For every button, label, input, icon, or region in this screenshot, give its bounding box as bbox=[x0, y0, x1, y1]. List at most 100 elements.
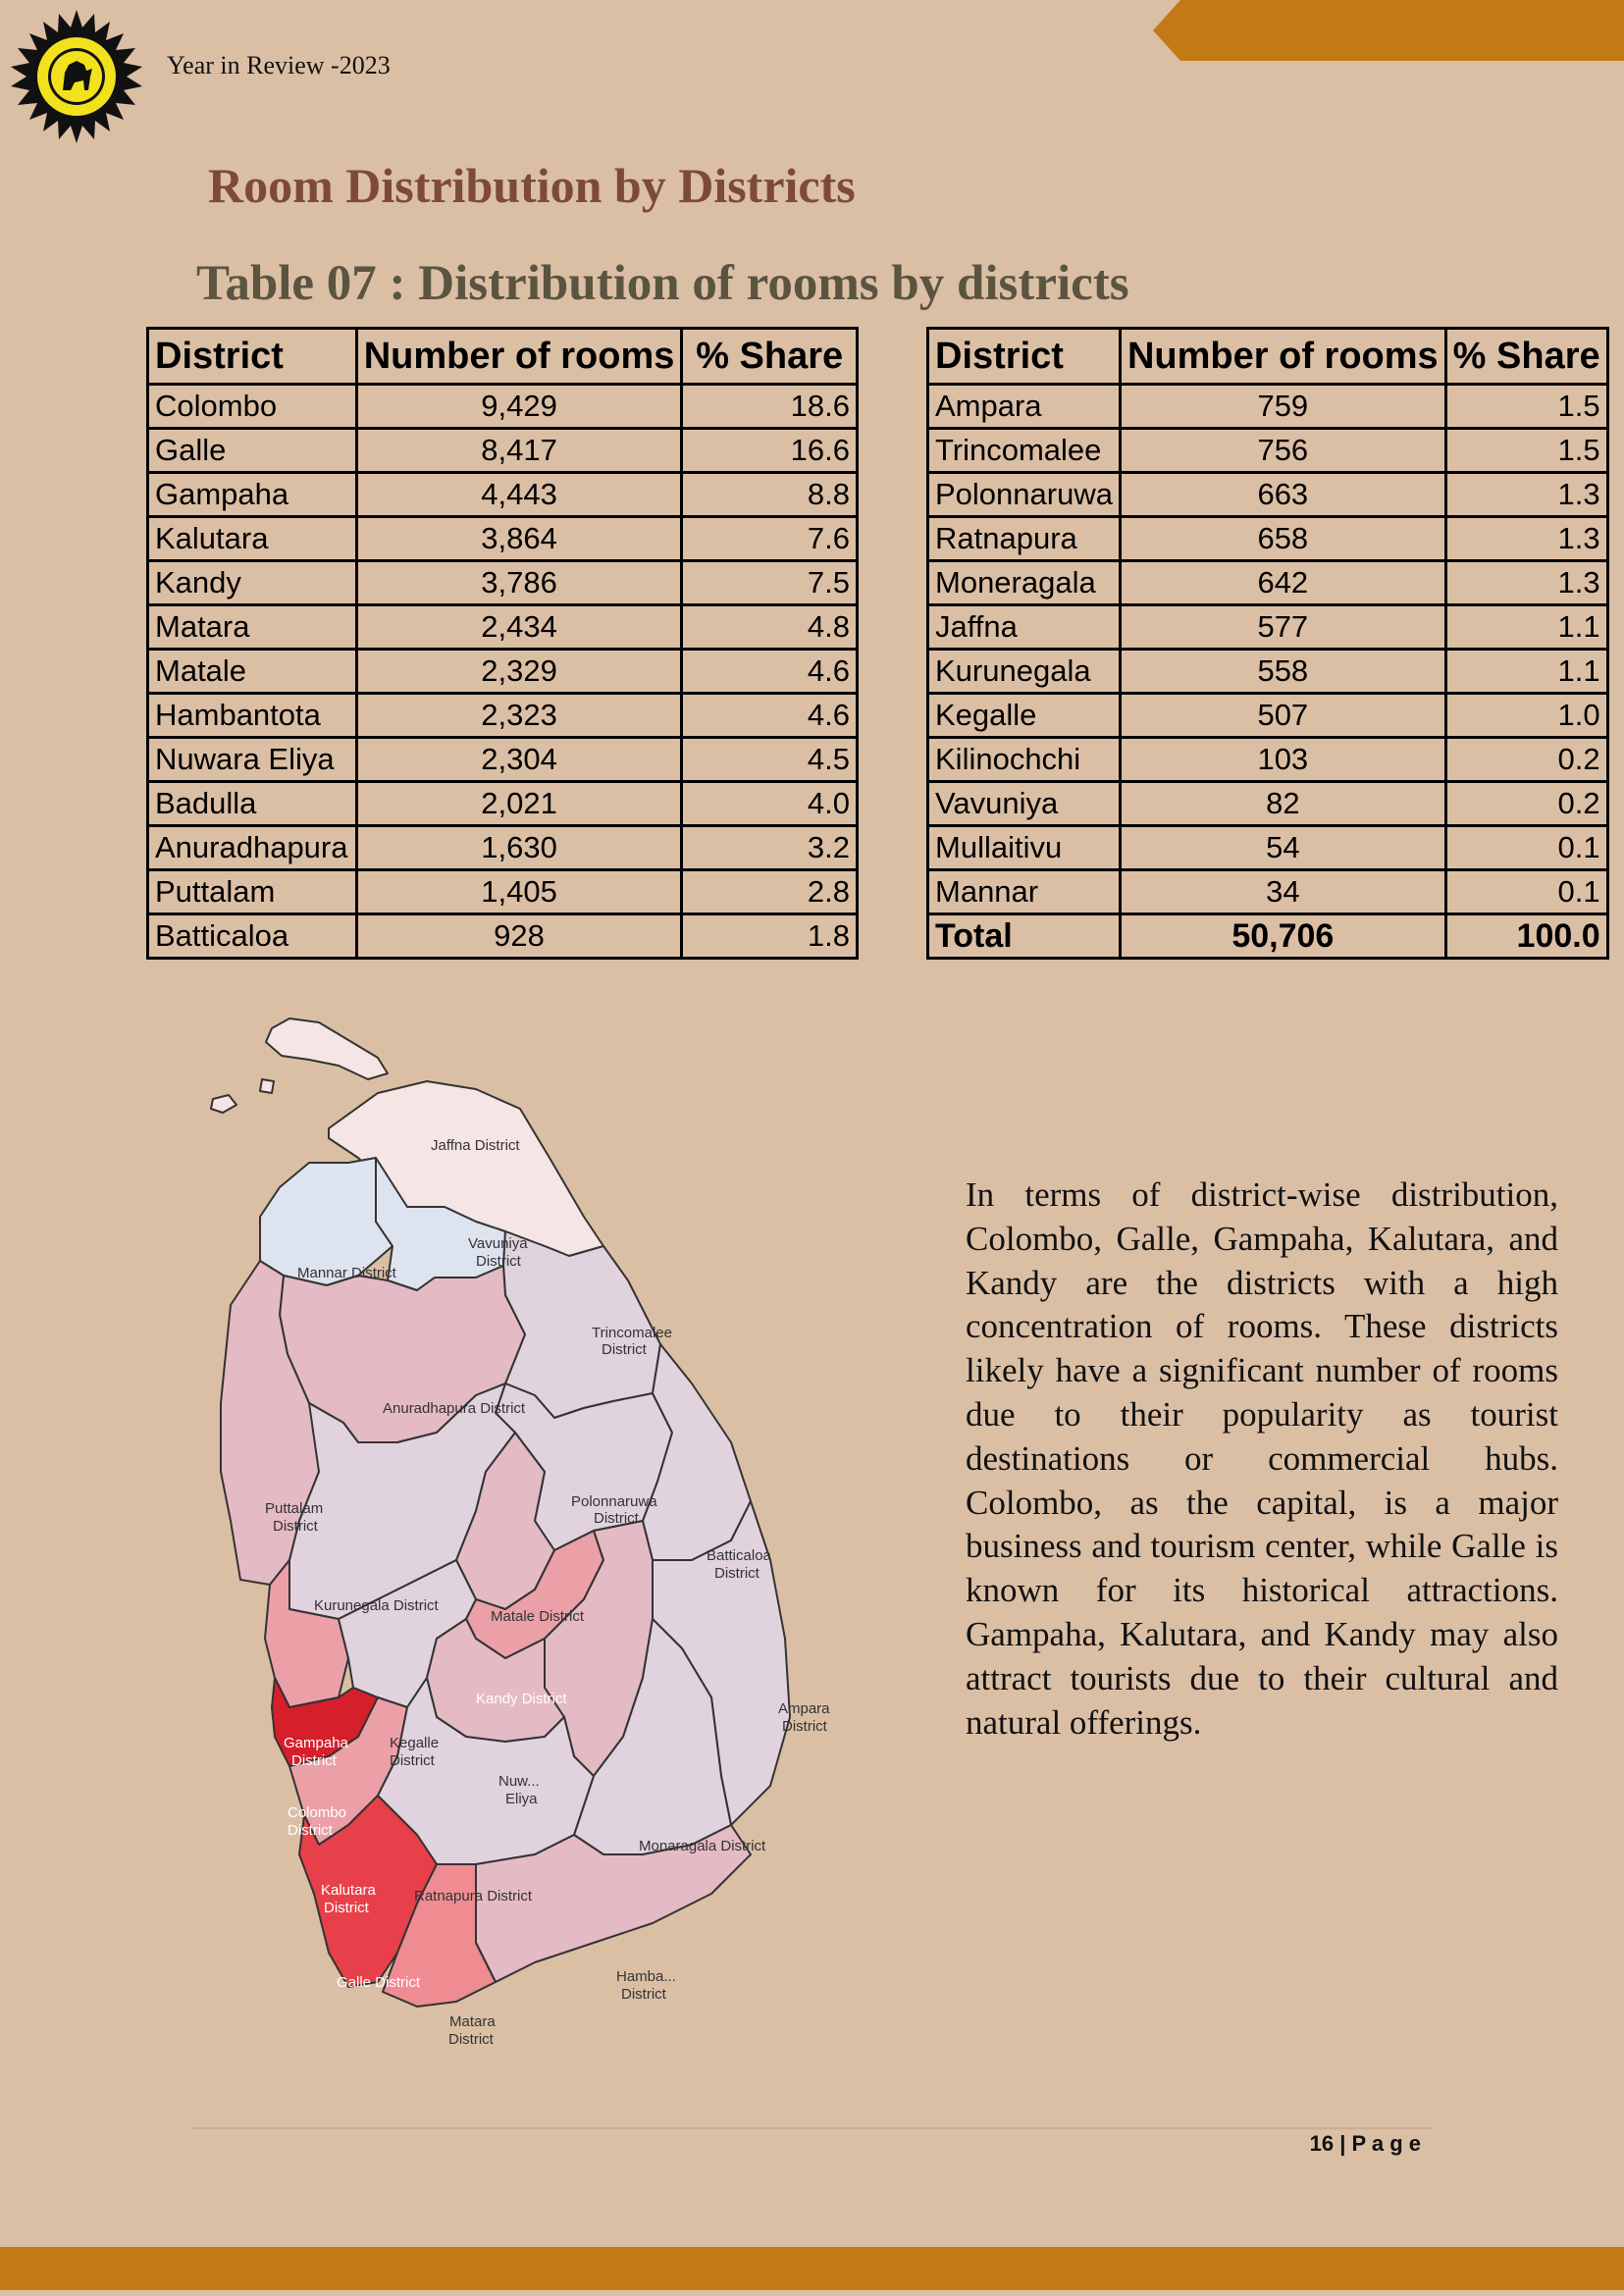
header-band bbox=[1153, 0, 1624, 61]
label-kalutara: Kalutara bbox=[321, 1882, 377, 1899]
district-cell: Kilinochchi bbox=[926, 736, 1122, 783]
rooms-cell: 3,786 bbox=[354, 559, 684, 606]
table-row: Gampaha 4,443 8.8 bbox=[146, 471, 859, 518]
rooms-cell: 2,304 bbox=[354, 736, 684, 783]
district-cell: Ratnapura bbox=[926, 515, 1122, 562]
footer-divider bbox=[191, 2127, 1433, 2129]
footer-band bbox=[0, 2247, 1624, 2290]
share-cell: 1.0 bbox=[1443, 692, 1609, 739]
label-batticaloa: Batticaloa bbox=[707, 1547, 772, 1564]
table-row: Mullaitivu 54 0.1 bbox=[926, 824, 1609, 871]
district-cell: Hambantota bbox=[146, 692, 358, 739]
share-cell: 18.6 bbox=[680, 383, 859, 430]
label-gampaha: Gampaha bbox=[284, 1735, 349, 1751]
rooms-cell: 507 bbox=[1118, 692, 1447, 739]
label-vavuniya-district: District bbox=[476, 1253, 522, 1270]
label-polonnaruwa-district: District bbox=[594, 1510, 640, 1527]
table-row: Polonnaruwa 663 1.3 bbox=[926, 471, 1609, 518]
table-row: Kandy 3,786 7.5 bbox=[146, 559, 859, 606]
table-row: Trincomalee 756 1.5 bbox=[926, 427, 1609, 474]
total-share: 100.0 bbox=[1443, 913, 1609, 960]
share-cell: 4.6 bbox=[680, 692, 859, 739]
table-row: Hambantota 2,323 4.6 bbox=[146, 692, 859, 739]
column-header-share: % Share bbox=[1443, 327, 1609, 386]
table-row: Puttalam 1,405 2.8 bbox=[146, 868, 859, 915]
rooms-cell: 1,630 bbox=[354, 824, 684, 871]
rooms-cell: 2,323 bbox=[354, 692, 684, 739]
share-cell: 1.1 bbox=[1443, 603, 1609, 651]
total-row: Total 50,706 100.0 bbox=[926, 913, 1609, 960]
table-row: Vavuniya 82 0.2 bbox=[926, 780, 1609, 827]
label-galle: Galle District bbox=[337, 1974, 421, 1991]
share-cell: 16.6 bbox=[680, 427, 859, 474]
map-island bbox=[259, 1078, 275, 1094]
district-cell: Trincomalee bbox=[926, 427, 1122, 474]
share-cell: 1.3 bbox=[1443, 515, 1609, 562]
map-island bbox=[210, 1094, 237, 1114]
label-nuwara-eliya: Nuw... bbox=[498, 1773, 540, 1790]
rooms-cell: 54 bbox=[1118, 824, 1447, 871]
label-matara: Matara bbox=[449, 2013, 496, 2030]
label-hambantota: Hamba... bbox=[616, 1968, 676, 1985]
rooms-cell: 928 bbox=[354, 913, 684, 960]
rooms-cell: 658 bbox=[1118, 515, 1447, 562]
rooms-cell: 3,864 bbox=[354, 515, 684, 562]
district-cell: Kegalle bbox=[926, 692, 1122, 739]
share-cell: 4.0 bbox=[680, 780, 859, 827]
table-row: Colombo 9,429 18.6 bbox=[146, 383, 859, 430]
district-cell: Mullaitivu bbox=[926, 824, 1122, 871]
share-cell: 2.8 bbox=[680, 868, 859, 915]
label-polonnaruwa: Polonnaruwa bbox=[571, 1493, 657, 1510]
report-title: Year in Review -2023 bbox=[167, 51, 391, 79]
district-cell: Kurunegala bbox=[926, 648, 1122, 695]
total-label: Total bbox=[926, 913, 1122, 960]
rooms-cell: 663 bbox=[1118, 471, 1447, 518]
sri-lanka-district-map: Jaffna District Vavuniya District Mannar… bbox=[210, 1018, 830, 2048]
page-number: 16 | P a g e bbox=[1309, 2131, 1421, 2156]
district-cell: Puttalam bbox=[146, 868, 358, 915]
share-cell: 1.5 bbox=[1443, 427, 1609, 474]
table-row: Galle 8,417 16.6 bbox=[146, 427, 859, 474]
table-row: Anuradhapura 1,630 3.2 bbox=[146, 824, 859, 871]
rooms-cell: 756 bbox=[1118, 427, 1447, 474]
table-row: Kilinochchi 103 0.2 bbox=[926, 736, 1609, 783]
label-kegalle-district: District bbox=[390, 1752, 436, 1769]
district-cell: Moneragala bbox=[926, 559, 1122, 606]
label-batticaloa-district: District bbox=[714, 1565, 760, 1582]
rooms-cell: 642 bbox=[1118, 559, 1447, 606]
district-cell: Anuradhapura bbox=[146, 824, 358, 871]
share-cell: 4.5 bbox=[680, 736, 859, 783]
label-kurunegala: Kurunegala District bbox=[314, 1597, 440, 1614]
rooms-cell: 558 bbox=[1118, 648, 1447, 695]
share-cell: 4.6 bbox=[680, 648, 859, 695]
map-island bbox=[265, 1018, 389, 1080]
rooms-cell: 82 bbox=[1118, 780, 1447, 827]
district-cell: Vavuniya bbox=[926, 780, 1122, 827]
rooms-cell: 34 bbox=[1118, 868, 1447, 915]
label-ampara: Ampara bbox=[778, 1700, 830, 1717]
table-row: Kalutara 3,864 7.6 bbox=[146, 515, 859, 562]
label-puttalam: Puttalam bbox=[265, 1500, 323, 1517]
column-header-district: District bbox=[926, 327, 1122, 386]
table-header-row: District Number of rooms % Share bbox=[146, 327, 859, 386]
column-header-rooms: Number of rooms bbox=[354, 327, 684, 386]
label-puttalam-district: District bbox=[273, 1518, 319, 1535]
rooms-table-left: District Number of rooms % Share Colombo… bbox=[146, 327, 859, 960]
rooms-cell: 9,429 bbox=[354, 383, 684, 430]
label-matara-district: District bbox=[448, 2031, 495, 2048]
rooms-cell: 2,021 bbox=[354, 780, 684, 827]
label-kalutara-district: District bbox=[324, 1900, 370, 1916]
column-header-rooms: Number of rooms bbox=[1118, 327, 1447, 386]
label-monaragala: Monaragala District bbox=[639, 1838, 766, 1854]
share-cell: 0.2 bbox=[1443, 780, 1609, 827]
label-mannar: Mannar District bbox=[297, 1265, 397, 1281]
share-cell: 0.1 bbox=[1443, 824, 1609, 871]
column-header-share: % Share bbox=[680, 327, 859, 386]
rooms-cell: 2,329 bbox=[354, 648, 684, 695]
table-row: Ampara 759 1.5 bbox=[926, 383, 1609, 430]
table-row: Kurunegala 558 1.1 bbox=[926, 648, 1609, 695]
rooms-table-right: District Number of rooms % Share Ampara 7… bbox=[926, 327, 1609, 960]
district-cell: Kandy bbox=[146, 559, 358, 606]
share-cell: 1.3 bbox=[1443, 559, 1609, 606]
rooms-cell: 4,443 bbox=[354, 471, 684, 518]
